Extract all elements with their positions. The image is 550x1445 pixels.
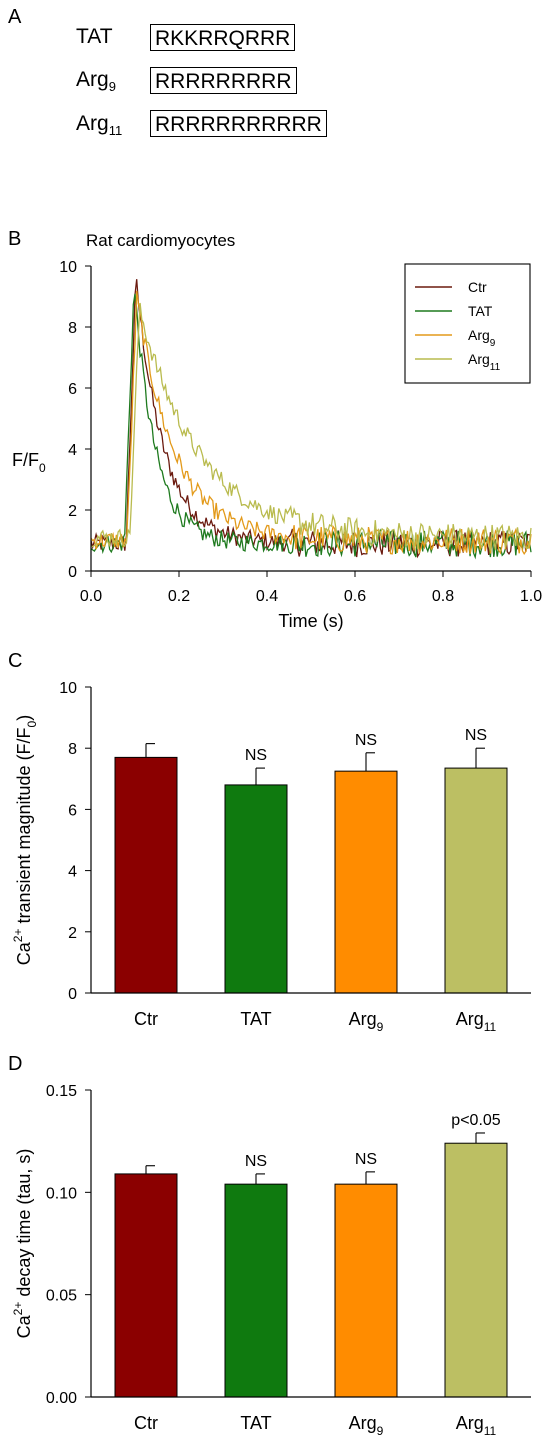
panel-d-label: D <box>8 1053 23 1075</box>
panel-c-label: C <box>8 650 23 672</box>
significance-label: NS <box>355 732 377 749</box>
bar-2-0 <box>114 1173 178 1398</box>
y-axis-label: Ca2+ decay time (tau, s) <box>11 1149 34 1339</box>
category-label: Ctr <box>134 1413 158 1433</box>
significance-label: NS <box>465 727 487 744</box>
legend-label: TAT <box>468 303 493 319</box>
significance-label: p<0.05 <box>451 1112 500 1129</box>
sequence-name-arg9: Arg9 <box>76 68 116 94</box>
sequence-box-arg11: RRRRRRRRRRR <box>150 110 327 137</box>
chart-title: Rat cardiomyocytes <box>86 231 235 250</box>
category-label: Arg11 <box>456 1009 497 1034</box>
legend-box <box>404 263 531 384</box>
x-tick-label: 0.4 <box>256 588 278 605</box>
bar-2-3 <box>444 1142 508 1398</box>
legend-label: Ctr <box>468 279 487 295</box>
sequence-name-arg11: Arg11 <box>76 112 122 138</box>
y-tick-label: 4 <box>68 442 77 459</box>
y-tick-label: 4 <box>68 864 77 881</box>
category-label: Arg11 <box>456 1413 497 1438</box>
x-tick-label: 1.0 <box>520 588 542 605</box>
x-tick-label: 0.6 <box>344 588 366 605</box>
significance-label: NS <box>245 1153 267 1170</box>
bar-1-3 <box>444 767 508 994</box>
sequence-name-text: Arg <box>76 68 109 91</box>
y-tick-label: 6 <box>68 381 77 398</box>
panel-a-label: A <box>8 6 22 28</box>
sequence-name-tat: TAT <box>76 25 113 51</box>
trace-line-3 <box>90 302 532 551</box>
sequence-box-arg9: RRRRRRRRR <box>150 67 297 94</box>
sequence-name-subscript: 11 <box>108 123 123 139</box>
y-tick-label: 6 <box>68 802 77 819</box>
x-tick-label: 0.8 <box>432 588 454 605</box>
y-axis-label: F/F0 <box>12 450 46 475</box>
bar-1-0 <box>114 756 178 994</box>
y-tick-label: 0.05 <box>46 1288 77 1305</box>
x-tick-label: 0.2 <box>168 588 190 605</box>
y-tick-label: 0.10 <box>46 1185 77 1202</box>
y-tick-label: 0 <box>68 986 77 1003</box>
y-tick-label: 10 <box>59 680 77 697</box>
y-tick-label: 8 <box>68 320 77 337</box>
legend-label: Arg9 <box>468 327 496 349</box>
y-tick-label: 8 <box>68 741 77 758</box>
y-tick-label: 0.00 <box>46 1390 77 1407</box>
y-tick-label: 0 <box>68 564 77 581</box>
sequence-name-subscript: 9 <box>108 79 116 95</box>
category-label: Ctr <box>134 1009 158 1029</box>
bar-1-1 <box>224 784 288 994</box>
y-tick-label: 10 <box>59 259 77 276</box>
y-tick-label: 0.15 <box>46 1083 77 1100</box>
y-tick-label: 2 <box>68 503 77 520</box>
category-label: TAT <box>240 1009 271 1029</box>
y-tick-label: 2 <box>68 925 77 942</box>
category-label: Arg9 <box>349 1009 384 1034</box>
significance-label: NS <box>245 747 267 764</box>
sequence-name-text: Arg <box>76 112 109 135</box>
category-label: TAT <box>240 1413 271 1433</box>
sequence-name-text: TAT <box>76 25 113 48</box>
significance-label: NS <box>355 1151 377 1168</box>
x-tick-label: 0.0 <box>80 588 102 605</box>
bar-2-1 <box>224 1183 288 1398</box>
trace-line-2 <box>90 290 532 556</box>
y-axis-label: Ca2+ transient magnitude (F/F0) <box>11 715 39 965</box>
legend-label: Arg11 <box>468 351 501 373</box>
panel-b-label: B <box>8 228 22 250</box>
category-label: Arg9 <box>349 1413 384 1438</box>
bar-2-2 <box>334 1183 398 1398</box>
x-axis-label: Time (s) <box>278 611 343 631</box>
sequence-box-tat: RKKRRQRRR <box>150 24 296 51</box>
bar-1-2 <box>334 770 398 994</box>
